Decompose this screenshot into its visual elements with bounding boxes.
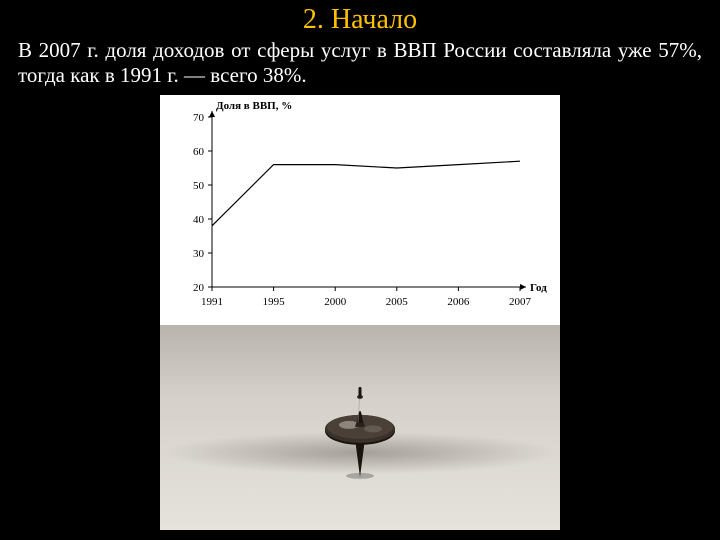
- slide: 2. Начало В 2007 г. доля доходов от сфер…: [0, 0, 720, 540]
- svg-text:1991: 1991: [201, 296, 223, 308]
- spinning-top-photo: [160, 325, 560, 530]
- svg-text:2007: 2007: [509, 296, 532, 308]
- svg-text:50: 50: [193, 180, 205, 192]
- chart-svg: 20 30 40 50 60 70 1991 1995 2000 2005 2006 2007 Доля…: [160, 95, 560, 325]
- svg-text:70: 70: [193, 112, 205, 124]
- slide-title: 2. Начало: [0, 0, 720, 36]
- line-chart: 20 30 40 50 60 70 1991 1995 2000 2005 2006 2007 Доля…: [160, 95, 560, 325]
- slide-body-text: В 2007 г. доля доходов от сферы услуг в …: [0, 36, 720, 94]
- svg-text:1995: 1995: [263, 296, 286, 308]
- svg-text:Год: Год: [530, 282, 547, 294]
- svg-text:2006: 2006: [447, 296, 470, 308]
- svg-text:20: 20: [193, 282, 205, 294]
- svg-text:40: 40: [193, 214, 205, 226]
- svg-text:30: 30: [193, 248, 205, 260]
- svg-text:60: 60: [193, 146, 205, 158]
- svg-text:2000: 2000: [324, 296, 347, 308]
- spinning-top-icon: [315, 379, 405, 484]
- svg-text:2005: 2005: [386, 296, 409, 308]
- svg-text:Доля в ВВП, %: Доля в ВВП, %: [216, 100, 292, 112]
